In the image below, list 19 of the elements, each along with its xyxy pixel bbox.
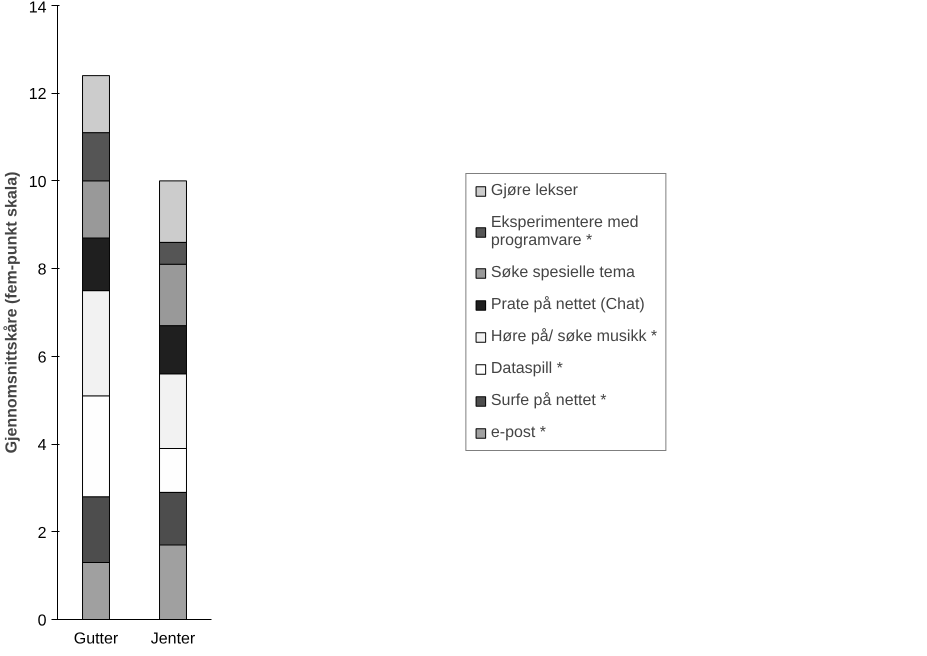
legend-label: e-post * [490, 424, 546, 442]
legend-label: Søke spesielle tema [490, 264, 635, 282]
y-tick-label: 0 [38, 612, 47, 630]
legend-label: Eksperimentere med programvare * [490, 214, 638, 250]
x-tick-label: Jenter [150, 630, 196, 648]
y-axis-title: Gjennomsnittskåre (fem-punkt skala) [2, 172, 21, 454]
y-tick-label: 8 [38, 262, 47, 279]
x-tick-label: Gutter [74, 630, 119, 648]
y-tick-label: 14 [28, 0, 47, 16]
y-tick-label: 10 [28, 174, 47, 191]
legend-label: Høre på/ søke musikk * [490, 328, 658, 346]
y-tick-label: 4 [38, 437, 47, 454]
legend-label: Surfe på nettet * [490, 392, 607, 410]
y-tick-label: 6 [38, 349, 47, 366]
legend-label: Dataspill * [490, 360, 563, 378]
legend-label: Prate på nettet (Chat) [490, 296, 645, 314]
legend-label: Gjøre lekser [490, 182, 578, 200]
y-tick-label: 2 [38, 524, 47, 542]
y-tick-label: 12 [28, 86, 47, 104]
